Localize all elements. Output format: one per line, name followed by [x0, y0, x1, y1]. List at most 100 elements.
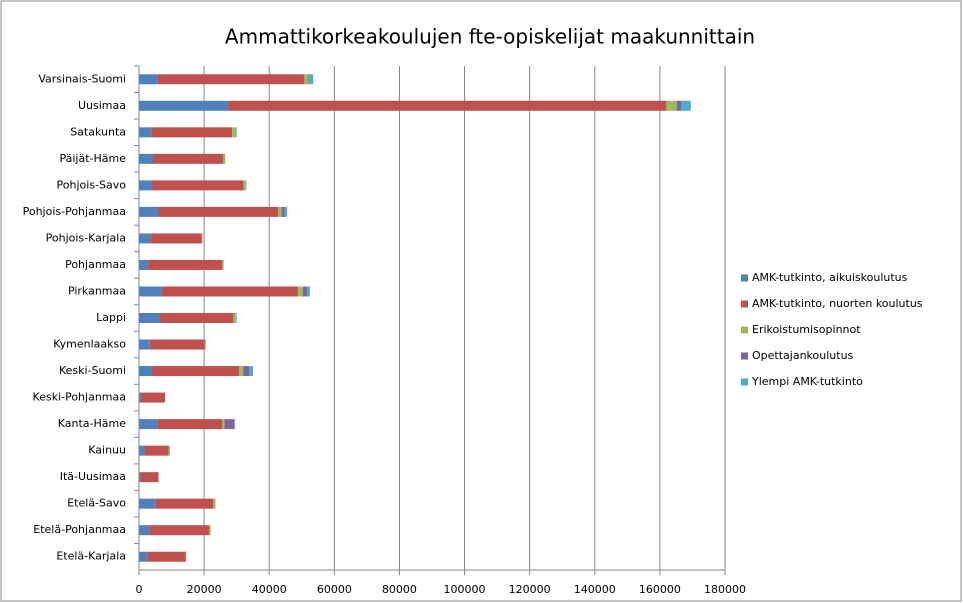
bar-segment — [676, 100, 682, 111]
legend-label: AMK-tutkinto, aikuiskoulutus — [752, 271, 908, 284]
bar-segment — [139, 100, 229, 111]
bar-segment — [157, 74, 305, 85]
y-tick-label: Kainuu — [88, 444, 126, 457]
bar-segment — [148, 259, 223, 270]
bar-segment — [139, 472, 141, 483]
bar-segment — [681, 100, 691, 111]
bar-segment — [278, 206, 282, 217]
x-tick-label: 160000 — [639, 583, 681, 596]
x-tick-label: 180000 — [704, 583, 746, 596]
y-tick-label: Pohjois-Savo — [57, 178, 127, 191]
bar-segment — [209, 525, 211, 536]
bar-segment — [139, 286, 162, 297]
y-tick-label: Uusimaa — [78, 99, 126, 112]
y-tick-label: Satakunta — [70, 125, 126, 138]
y-tick-label: Lappi — [96, 311, 126, 324]
y-tick-label: Itä-Uusimaa — [60, 470, 126, 483]
y-tick-label: Etelä-Pohjanmaa — [33, 523, 126, 536]
bar-segment — [222, 259, 224, 270]
y-tick-label: Pohjois-Pohjanmaa — [23, 205, 126, 218]
y-tick-label: Pohjois-Karjala — [46, 231, 126, 244]
y-tick-label: Pirkanmaa — [68, 284, 126, 297]
bar-segment — [139, 313, 160, 323]
bar-segment — [152, 153, 223, 164]
bar-segment — [139, 392, 141, 403]
bar-segment — [139, 339, 150, 350]
bar-segment — [139, 206, 159, 217]
bar-segment — [161, 286, 298, 297]
bar-segment — [150, 233, 202, 244]
bar-segment — [152, 366, 240, 377]
bar-segment — [139, 419, 158, 430]
bar-segment — [302, 286, 308, 297]
bar-segment — [222, 153, 226, 164]
y-tick-label: Keski-Suomi — [59, 364, 126, 377]
bar-segment — [159, 313, 234, 323]
bar-segment — [139, 445, 145, 456]
y-tick-label: Keski-Pohjanmaa — [33, 391, 126, 404]
bar-segment — [155, 498, 214, 509]
bar-segment — [157, 419, 223, 430]
x-tick-label: 60000 — [317, 583, 352, 596]
y-tick-label: Etelä-Karjala — [56, 550, 126, 563]
bar-segment — [249, 366, 253, 377]
bar-segment — [139, 498, 156, 509]
bar-segment — [243, 366, 250, 377]
bar-segment — [233, 313, 236, 323]
legend-swatch — [741, 326, 748, 334]
bar-segment — [168, 445, 170, 456]
legend-label: Ylempi AMK-tutkinto — [751, 375, 863, 388]
bar-segment — [147, 551, 186, 562]
x-tick-label: 140000 — [574, 583, 616, 596]
y-tick-label: Päijät-Häme — [59, 152, 126, 165]
bar-segment — [149, 339, 205, 350]
bar-segment — [297, 286, 303, 297]
y-tick-label: Kymenlaakso — [53, 338, 126, 351]
bar-segment — [236, 127, 237, 138]
legend-label: Erikoistumisopinnot — [752, 323, 861, 336]
bar-segment — [235, 313, 237, 323]
y-tick-label: Pohjanmaa — [65, 258, 126, 271]
bar-segment — [666, 100, 677, 111]
x-tick-label: 100000 — [444, 583, 486, 596]
chart-title: Ammattikorkeakoulujen fte-opiskelijat ma… — [225, 25, 755, 49]
bar-segment — [144, 445, 169, 456]
bar-segment — [204, 339, 206, 350]
x-tick-label: 20000 — [187, 583, 222, 596]
bar-segment — [139, 259, 149, 270]
bar-segment — [228, 100, 667, 111]
bar-segment — [139, 551, 148, 562]
bar-segment — [139, 153, 153, 164]
bar-segment — [151, 127, 233, 138]
y-tick-label: Kanta-Häme — [58, 417, 126, 430]
x-tick-label: 0 — [136, 583, 143, 596]
bar-segment — [152, 180, 244, 191]
bar-segment — [308, 74, 310, 85]
bar-segment — [139, 366, 153, 377]
x-tick-label: 40000 — [252, 583, 287, 596]
bar-segment — [139, 525, 150, 536]
bar-segment — [309, 74, 314, 85]
bar-segment — [201, 233, 203, 244]
y-tick-label: Etelä-Savo — [67, 497, 126, 510]
bar-segment — [281, 206, 285, 217]
bar-segment — [139, 127, 152, 138]
bar-segment — [239, 366, 244, 377]
bar-segment — [140, 472, 159, 483]
bar-segment — [243, 180, 246, 191]
bar-segment — [139, 233, 151, 244]
legend-swatch — [741, 300, 748, 308]
bar-segment — [232, 127, 237, 138]
bar-segment — [149, 525, 210, 536]
bar-segment — [284, 206, 288, 217]
bar-segment — [224, 419, 235, 430]
bar-segment — [139, 180, 153, 191]
bar-segment — [140, 392, 166, 403]
legend-label: AMK-tutkinto, nuorten koulutus — [752, 297, 923, 310]
bar-segment — [213, 498, 216, 509]
x-tick-label: 80000 — [382, 583, 417, 596]
bar-segment — [245, 180, 247, 191]
legend-swatch — [741, 352, 748, 360]
legend-label: Opettajankoulutus — [752, 349, 854, 362]
